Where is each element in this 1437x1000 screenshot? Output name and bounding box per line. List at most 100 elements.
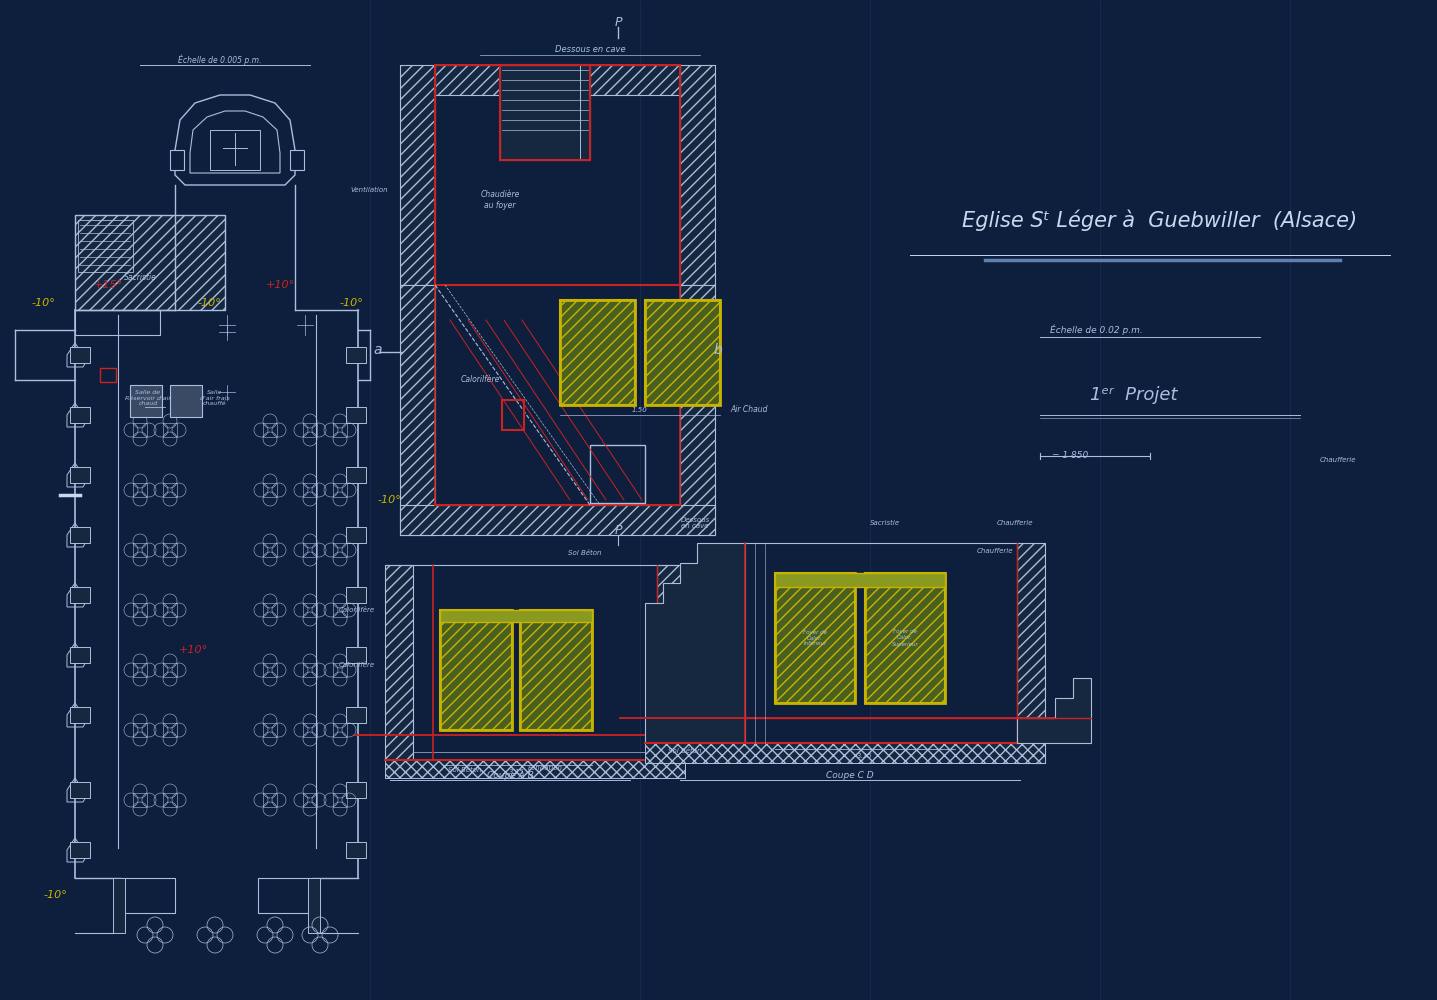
Bar — [865, 573, 946, 703]
Bar — [290, 150, 305, 170]
Bar — [500, 65, 591, 160]
Text: -10°: -10° — [341, 298, 364, 308]
Bar — [70, 347, 91, 363]
Text: -10°: -10° — [376, 495, 401, 505]
Bar — [346, 707, 366, 723]
Bar — [134, 543, 147, 557]
Bar — [134, 603, 147, 617]
Bar — [645, 300, 720, 405]
Text: Fondation: Fondation — [527, 765, 562, 771]
Bar — [70, 527, 91, 543]
Text: = 1 850: = 1 850 — [1052, 450, 1088, 460]
Text: P: P — [614, 15, 622, 28]
Text: b: b — [714, 343, 723, 357]
Text: Ventilation: Ventilation — [351, 187, 388, 193]
Bar — [500, 65, 591, 160]
Bar — [775, 573, 855, 703]
Bar — [162, 793, 177, 807]
Bar — [520, 610, 592, 730]
Bar — [680, 65, 716, 285]
Bar — [263, 723, 277, 737]
Bar — [680, 65, 716, 285]
Text: -10°: -10° — [32, 298, 56, 308]
Bar — [70, 707, 91, 723]
Bar — [134, 793, 147, 807]
Bar — [1017, 543, 1045, 763]
Polygon shape — [1017, 678, 1091, 743]
Bar — [346, 842, 366, 858]
Bar — [303, 543, 318, 557]
Text: Sol Béton: Sol Béton — [568, 550, 602, 556]
Bar — [645, 743, 1045, 763]
Bar — [70, 782, 91, 798]
Bar — [333, 483, 346, 497]
Bar — [440, 610, 512, 730]
Bar — [591, 445, 645, 503]
Text: Coupe A B: Coupe A B — [487, 770, 533, 780]
Bar — [134, 483, 147, 497]
Bar — [75, 215, 226, 310]
Bar — [70, 647, 91, 663]
Text: Eglise Sᵗ Léger à  Guebwiller  (Alsace): Eglise Sᵗ Léger à Guebwiller (Alsace) — [963, 209, 1358, 231]
Text: 3.15: 3.15 — [509, 769, 525, 775]
Bar — [399, 65, 435, 285]
Bar — [134, 423, 147, 437]
Bar — [259, 878, 313, 913]
Bar — [560, 300, 635, 405]
Text: a: a — [374, 343, 382, 357]
Bar — [346, 527, 366, 543]
Bar — [435, 65, 680, 95]
Text: Chaufferie: Chaufferie — [977, 548, 1013, 554]
Text: Air Chaud: Air Chaud — [730, 406, 767, 414]
Bar — [114, 878, 125, 933]
Bar — [346, 587, 366, 603]
Bar — [162, 483, 177, 497]
Bar — [303, 423, 318, 437]
Bar — [680, 285, 716, 535]
Bar — [333, 793, 346, 807]
Bar — [346, 467, 366, 483]
Bar — [385, 760, 685, 778]
Bar — [70, 842, 91, 858]
Text: Coupe C D: Coupe C D — [826, 770, 874, 780]
Bar — [303, 793, 318, 807]
Bar — [101, 368, 116, 382]
Bar — [333, 723, 346, 737]
Bar — [170, 385, 203, 417]
Bar — [645, 300, 720, 405]
Bar — [162, 723, 177, 737]
Bar — [134, 723, 147, 737]
Text: Calorilfère: Calorilfère — [339, 662, 375, 668]
Bar — [78, 220, 134, 272]
Text: Échelle de 0.02 p.m.: Échelle de 0.02 p.m. — [1050, 325, 1142, 335]
Text: Salle de
Réservoir d'air
chaud: Salle de Réservoir d'air chaud — [125, 390, 171, 406]
Bar — [346, 347, 366, 363]
Text: Chaufferie: Chaufferie — [1321, 457, 1357, 463]
Bar — [308, 878, 320, 933]
Bar — [129, 385, 162, 417]
Polygon shape — [645, 543, 744, 743]
Text: Échelle de 0.005 p.m.: Échelle de 0.005 p.m. — [178, 55, 262, 65]
Text: 1ᵉʳ  Projet: 1ᵉʳ Projet — [1091, 386, 1177, 404]
Bar — [70, 587, 91, 603]
Bar — [440, 610, 592, 622]
Text: Calorilfère: Calorilfère — [460, 375, 500, 384]
Bar — [162, 543, 177, 557]
Text: -10°: -10° — [43, 890, 68, 900]
Bar — [303, 723, 318, 737]
Bar — [263, 483, 277, 497]
Bar — [303, 663, 318, 677]
Bar — [333, 423, 346, 437]
Bar — [162, 423, 177, 437]
Bar — [680, 285, 716, 535]
Bar — [385, 760, 685, 778]
Bar — [560, 300, 635, 405]
Bar — [333, 543, 346, 557]
Text: Sacristie: Sacristie — [869, 520, 900, 526]
Bar — [210, 130, 260, 170]
Text: +15°: +15° — [93, 280, 122, 290]
Bar — [1017, 543, 1045, 763]
Text: Sol Béton: Sol Béton — [668, 748, 701, 754]
Text: Salle
d'air frais
chauffé: Salle d'air frais chauffé — [200, 390, 230, 406]
Bar — [520, 610, 592, 730]
